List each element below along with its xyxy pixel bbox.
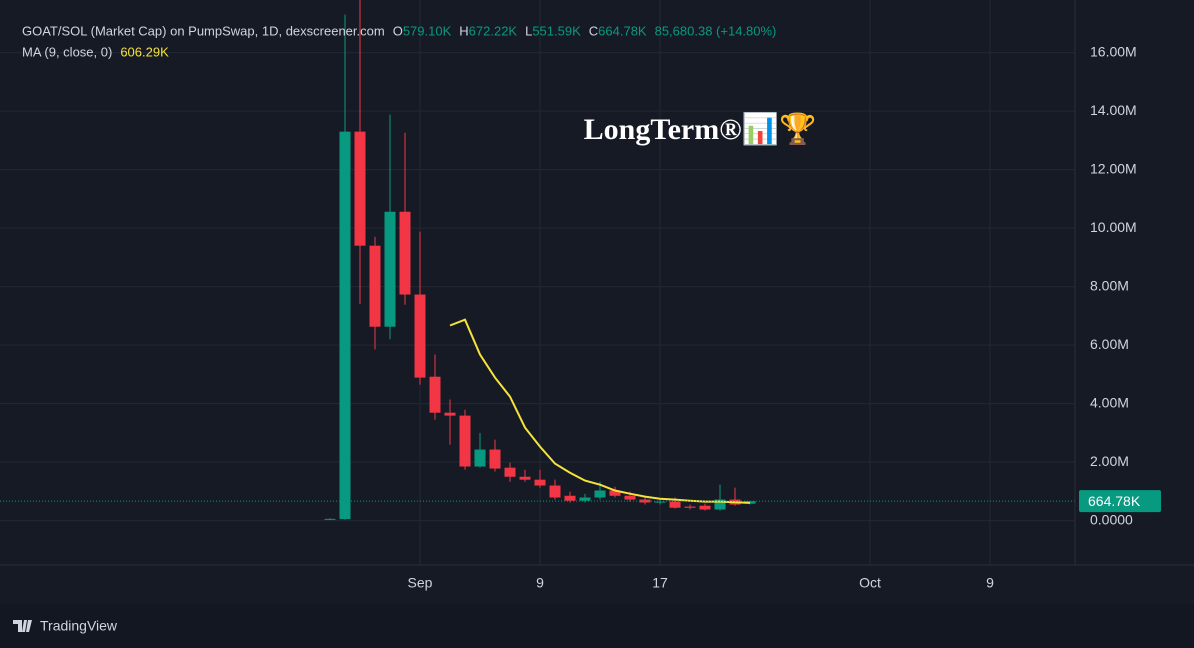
candle-body [714, 499, 726, 510]
footer-bar [0, 604, 1194, 648]
candle-body [369, 245, 381, 327]
candle-body [444, 412, 456, 416]
change-value: 85,680.38 (+14.80%) [655, 23, 777, 38]
ma-legend-name: MA (9, close, 0) [22, 44, 112, 59]
candle-body [489, 449, 501, 469]
x-tick-label: 9 [986, 575, 994, 591]
candle-body [684, 506, 696, 508]
ohlc-label: L [525, 23, 532, 38]
candle-body [699, 505, 711, 510]
ohlc-value: 579.10K [403, 23, 452, 38]
last-price-box [1079, 490, 1161, 513]
candle-body [324, 518, 336, 520]
candle-body [384, 211, 396, 327]
y-tick-label: 6.00M [1090, 336, 1129, 352]
x-tick-label: Sep [408, 575, 433, 591]
y-tick-label: 0.0000 [1090, 511, 1133, 527]
grid [0, 0, 1075, 565]
candle-body [654, 501, 666, 503]
ohlc-label: O [393, 23, 403, 38]
candle-body [414, 294, 426, 378]
candle-body [564, 495, 576, 501]
ohlc-label: H [459, 23, 468, 38]
ohlc-value: 672.22K [469, 23, 518, 38]
y-tick-label: 2.00M [1090, 453, 1129, 469]
legend-title: GOAT/SOL (Market Cap) on PumpSwap, 1D, d… [22, 23, 385, 38]
ohlc-value: 664.78K [598, 23, 647, 38]
y-tick-label: 8.00M [1090, 277, 1129, 293]
candle-body [519, 476, 531, 480]
candle-body [399, 211, 411, 295]
footer-text: TradingView [40, 618, 118, 634]
ohlc-value: 551.59K [532, 23, 581, 38]
y-tick-label: 4.00M [1090, 394, 1129, 410]
watermark: LongTerm®📊🏆 [584, 111, 817, 146]
candle-body [504, 467, 516, 477]
candle-body [474, 449, 486, 467]
candle-body [609, 490, 621, 496]
tv-logo [13, 620, 32, 632]
ohlc-label: C [589, 23, 598, 38]
candle-body [459, 415, 471, 467]
y-tick-label: 14.00M [1090, 102, 1137, 118]
ma-legend-value: 606.29K [120, 44, 169, 59]
last-price-label: 664.78K [1088, 493, 1141, 509]
candle-body [354, 131, 366, 246]
plot-area [0, 0, 1075, 521]
candle-body [429, 376, 441, 413]
y-tick-label: 16.00M [1090, 43, 1137, 59]
candle-body [624, 495, 636, 500]
candle-body [534, 479, 546, 486]
x-tick-label: 9 [536, 575, 544, 591]
x-tick-label: Oct [859, 575, 881, 591]
y-tick-label: 12.00M [1090, 160, 1137, 176]
legend-ohlc: O 579.10K H 672.22K L 551.59K C 664.78K 85,680.3… [22, 23, 776, 59]
candle-body [594, 490, 606, 498]
candle-body [579, 497, 591, 501]
candle-body [669, 501, 681, 508]
x-tick-label: 17 [652, 575, 668, 591]
candle-body [549, 485, 561, 498]
y-tick-label: 10.00M [1090, 219, 1137, 235]
candle-body [339, 131, 351, 520]
